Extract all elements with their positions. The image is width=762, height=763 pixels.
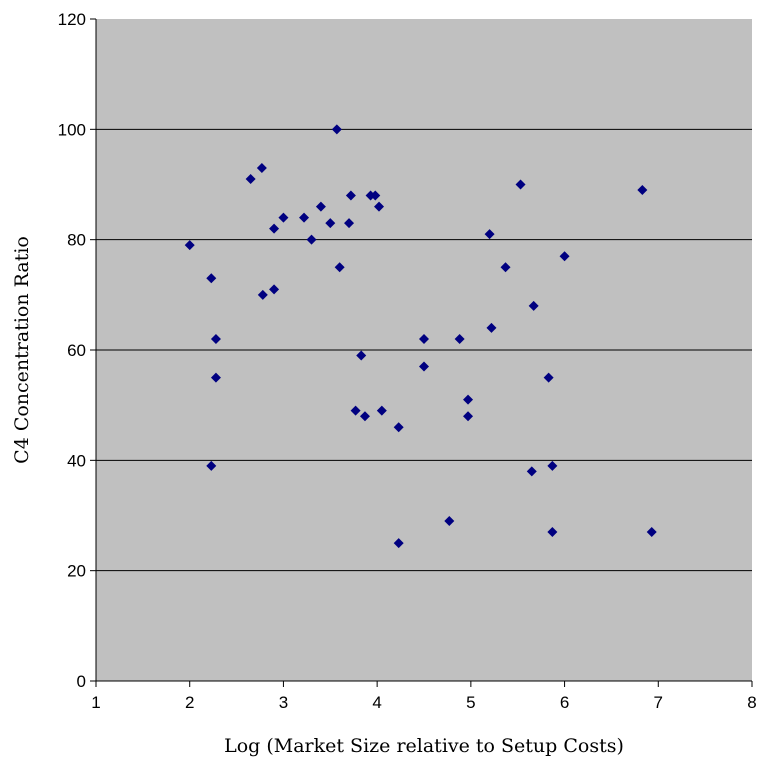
data-point bbox=[376, 405, 387, 416]
data-point bbox=[306, 234, 317, 245]
x-tick-label: 6 bbox=[560, 693, 569, 712]
data-point bbox=[463, 394, 474, 405]
data-point bbox=[526, 466, 537, 477]
gridlines bbox=[96, 128, 752, 572]
data-point bbox=[356, 350, 367, 361]
data-point bbox=[331, 124, 342, 135]
y-tick-label: 80 bbox=[67, 231, 86, 250]
y-tick-label: 100 bbox=[58, 120, 86, 139]
data-point bbox=[646, 527, 657, 538]
data-points bbox=[184, 124, 657, 549]
data-point bbox=[359, 411, 370, 422]
data-point bbox=[637, 185, 648, 196]
data-point bbox=[210, 372, 221, 383]
data-point bbox=[500, 262, 511, 273]
data-point bbox=[547, 527, 558, 538]
data-point bbox=[299, 212, 310, 223]
data-point bbox=[528, 300, 539, 311]
y-tick-label: 60 bbox=[67, 341, 86, 360]
y-tick-label: 40 bbox=[67, 451, 86, 470]
data-point bbox=[325, 218, 336, 229]
data-point bbox=[256, 162, 267, 173]
x-tick-label: 5 bbox=[466, 693, 475, 712]
data-point bbox=[444, 516, 455, 527]
data-point bbox=[269, 284, 280, 295]
data-point bbox=[419, 361, 429, 372]
data-point bbox=[334, 262, 345, 273]
x-tick-label: 1 bbox=[91, 693, 100, 712]
x-axis-title: Log (Market Size relative to Setup Costs… bbox=[224, 735, 624, 757]
data-point bbox=[393, 538, 404, 549]
y-tick-label: 0 bbox=[77, 672, 86, 691]
data-point bbox=[278, 212, 289, 223]
tick-labels: 0 20 40 60 80 100 120 1 2 3 4 5 6 7 8 bbox=[58, 10, 757, 712]
data-point bbox=[206, 273, 217, 284]
data-point bbox=[344, 218, 355, 229]
x-tick-label: 3 bbox=[279, 693, 288, 712]
data-point bbox=[484, 229, 495, 240]
data-point bbox=[559, 251, 570, 262]
data-point bbox=[245, 173, 256, 184]
x-tick-label: 2 bbox=[185, 693, 194, 712]
y-axis-title: C4 Concentration Ratio bbox=[11, 236, 33, 464]
data-point bbox=[454, 333, 465, 344]
data-point bbox=[315, 201, 326, 212]
y-tick-label: 120 bbox=[58, 10, 86, 29]
data-point bbox=[350, 405, 361, 416]
data-point bbox=[374, 201, 385, 212]
data-point bbox=[393, 422, 404, 433]
y-tick-label: 20 bbox=[67, 562, 86, 581]
data-point bbox=[419, 333, 429, 344]
data-point bbox=[184, 240, 195, 251]
data-point bbox=[257, 289, 268, 300]
x-tick-label: 4 bbox=[372, 693, 381, 712]
data-point bbox=[463, 411, 474, 422]
data-point bbox=[269, 223, 280, 234]
data-point bbox=[370, 190, 381, 201]
data-point bbox=[206, 460, 217, 471]
data-point bbox=[210, 333, 221, 344]
data-point bbox=[515, 179, 526, 190]
ticks bbox=[90, 18, 753, 687]
data-point bbox=[543, 372, 554, 383]
data-point bbox=[345, 190, 356, 201]
data-point bbox=[547, 460, 558, 471]
x-tick-label: 8 bbox=[747, 693, 756, 712]
data-point bbox=[486, 322, 497, 333]
x-tick-label: 7 bbox=[654, 693, 663, 712]
